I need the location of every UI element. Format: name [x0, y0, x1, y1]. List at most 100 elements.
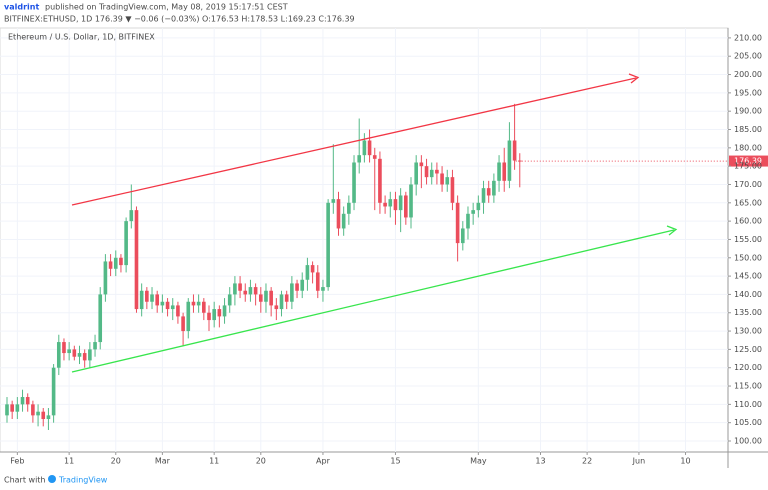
y-tick-label: 185.00 — [734, 125, 762, 134]
candle-body — [103, 261, 108, 295]
candle-body — [36, 411, 40, 416]
candle-body — [191, 301, 196, 306]
y-tick-label: 120.00 — [734, 363, 762, 372]
candle-body — [486, 188, 491, 196]
x-tick-label: 20 — [256, 457, 266, 466]
candle-body — [62, 342, 66, 354]
candle-body — [124, 221, 128, 266]
symbol-line: BITFINEX:ETHUSD, 1D 176.39 ▼ −0.06 (−0.0… — [4, 15, 355, 24]
y-tick-label: 160.00 — [734, 217, 762, 226]
x-tick-label: Mar — [155, 457, 171, 466]
candle-body — [295, 283, 299, 291]
candle-body — [269, 290, 273, 306]
candle-body — [82, 353, 87, 361]
x-tick-label: 15 — [390, 457, 400, 466]
x-tick-label: 22 — [582, 457, 592, 466]
candle-body — [129, 210, 134, 222]
candle-body — [207, 312, 211, 321]
y-tick-label: 170.00 — [734, 180, 762, 189]
grid — [0, 28, 728, 452]
candle-body — [145, 290, 149, 302]
y-tick-label: 210.00 — [734, 33, 762, 42]
candle-body — [310, 265, 315, 273]
candle-body — [88, 349, 92, 361]
chart-title: Ethereum / U.S. Dollar, 1D, BITFINEX — [8, 33, 155, 42]
candle-body — [315, 272, 320, 291]
x-tick-label: 11 — [64, 457, 74, 466]
candle-body — [212, 309, 216, 321]
candle-body — [414, 162, 418, 185]
candle-body — [507, 140, 512, 181]
x-tick-label: Jun — [632, 457, 646, 466]
candle-body — [217, 309, 222, 317]
y-tick-label: 105.00 — [734, 418, 762, 427]
support-line — [71, 229, 675, 373]
candle-body — [455, 202, 460, 244]
candle-body — [492, 180, 496, 196]
candle-body — [77, 353, 82, 357]
candle-body — [155, 294, 160, 306]
candle-body — [300, 279, 305, 291]
y-tick-label: 200.00 — [734, 70, 762, 79]
candle-body — [357, 155, 362, 163]
candle-body — [497, 162, 501, 181]
candle-body — [393, 199, 398, 211]
footer-brand[interactable]: TradingView — [58, 476, 108, 485]
trend-lines — [71, 73, 678, 373]
y-tick-label: 130.00 — [734, 327, 762, 336]
candle-body — [98, 294, 103, 343]
candle-body — [41, 411, 46, 420]
candle-body — [20, 397, 25, 405]
candle-body — [388, 199, 393, 207]
candle-body — [222, 305, 227, 317]
y-tick-label: 135.00 — [734, 308, 762, 317]
plot-frame — [0, 27, 729, 453]
y-tick-label: 115.00 — [734, 382, 762, 391]
candle-body — [326, 202, 330, 288]
candle-body — [248, 287, 253, 295]
candle-body — [108, 261, 113, 269]
candle-body — [170, 305, 175, 310]
candle-body — [139, 290, 144, 310]
candle-body — [440, 173, 444, 185]
candle-body — [419, 162, 424, 167]
candle-body — [347, 202, 351, 214]
y-tick-label: 175.00 — [734, 162, 762, 171]
candle-body — [202, 301, 206, 313]
candle-body — [435, 169, 439, 174]
candles — [5, 103, 728, 431]
candle-body — [264, 290, 268, 302]
tv-logo — [48, 475, 56, 483]
y-tick-label: 140.00 — [734, 290, 762, 299]
candle-body — [404, 195, 408, 218]
x-tick-label: 13 — [535, 457, 545, 466]
publisher[interactable]: valdrint — [4, 3, 39, 12]
candle-body — [274, 305, 279, 310]
x-tick-label: 11 — [209, 457, 219, 466]
candle-body — [352, 162, 356, 203]
candle-body — [10, 404, 14, 412]
candle-body — [253, 287, 258, 295]
candle-body — [409, 184, 413, 218]
candle-body — [383, 202, 387, 207]
last-price-box — [729, 155, 768, 167]
candle-body — [31, 404, 35, 416]
candle-body — [113, 257, 118, 269]
y-tick-label: 190.00 — [734, 107, 762, 116]
candle-body — [67, 349, 71, 354]
candle-body — [290, 283, 294, 302]
candle-body — [134, 210, 139, 310]
candle-body — [331, 199, 336, 203]
candle-body — [72, 349, 77, 357]
x-tick-label: Feb — [10, 457, 24, 466]
candle-body — [227, 294, 232, 306]
x-tick-label: May — [470, 457, 487, 466]
candle-body — [321, 287, 325, 291]
candle-body — [378, 158, 382, 203]
candle-body — [279, 294, 284, 310]
candle-body — [258, 294, 263, 302]
candle-body — [186, 301, 191, 332]
y-tick-label: 205.00 — [734, 52, 762, 61]
